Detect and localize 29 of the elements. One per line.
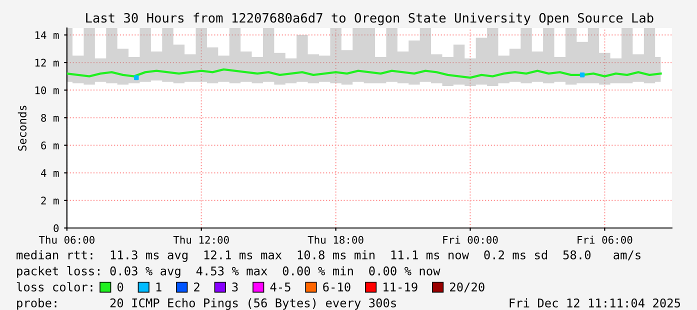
y-tick-label: 4 m [40, 169, 59, 177]
y-tick-label: 2 m [41, 196, 59, 204]
text: probe: 20 ICMP Echo Pings (56 Bytes) every 300s [17, 298, 396, 310]
y-tick-label: 10 m [35, 86, 59, 94]
y-tick-label: 12 m [35, 58, 59, 67]
y-tick-label: 8 m [41, 114, 59, 122]
y-tick-label: 0 [54, 224, 59, 232]
legend-label: 3 [232, 282, 238, 292]
legend-label: 4-5 [270, 282, 290, 292]
text: Fri Dec 12 11:11:04 2025 [510, 298, 680, 308]
legend-label: 11-19 [384, 282, 418, 292]
x-tick-label: Thu 12:00 [173, 236, 229, 244]
x-tick-label: Thu 18:00 [308, 236, 364, 244]
legend-label: 2 [194, 282, 200, 292]
text: packet loss: 0.03 % avg 4.53 % max 0.00 % min 0.00 % now [17, 266, 440, 278]
y-tick-label: 6 m [41, 142, 59, 150]
legend-label: 20/20 [450, 282, 484, 292]
y-axis-title: Seconds [18, 106, 26, 151]
chart-title: Last 30 Hours from 12207680a6d7 to Oregon State University Open Source Lab [86, 12, 654, 26]
line-series [66, 68, 662, 79]
x-tick-label: Fri 00:00 [443, 236, 498, 244]
legend-label: 6-10 [323, 282, 350, 292]
legend-title: loss color: [16, 282, 92, 292]
x-tick-label: Thu 06:00 [38, 236, 94, 244]
y-tick-label: 14 m [35, 31, 59, 39]
legend-label: 1 [156, 282, 162, 292]
x-tick-label: Fri 06:00 [578, 236, 632, 244]
legend-label: 0 [118, 282, 124, 292]
text: median rtt: 11.3 ms avg 12.1 ms max 10.8 ms min 11.1 ms now 0.2 ms sd 58.0 am/s [16, 250, 640, 262]
